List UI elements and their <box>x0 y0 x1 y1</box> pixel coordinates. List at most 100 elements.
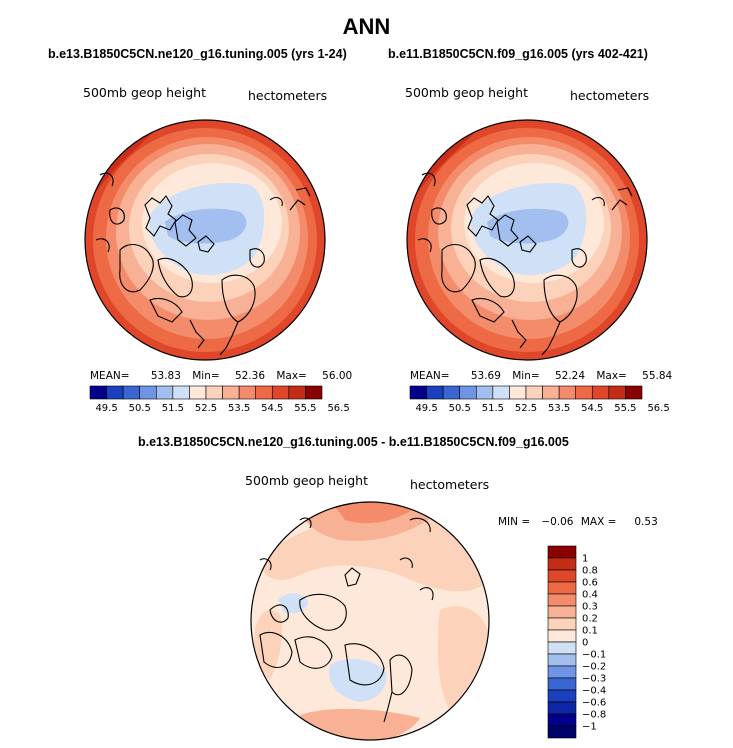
mean-value: 53.69 <box>470 370 501 382</box>
panel2-units-label: hectometers <box>570 88 650 103</box>
panel1-case-title: b.e13.B1850C5CN.ne120_g16.tuning.005 (yr… <box>48 47 347 61</box>
diff-colorbar-swatch <box>547 665 577 679</box>
page-title: ANN <box>342 14 391 39</box>
panel1-colorbar-swatch <box>271 385 290 400</box>
panel2-colorbar-tick-label: 54.5 <box>581 403 603 414</box>
panel2-colorbar-swatch <box>442 385 461 400</box>
diff-colorbar-tick-label: 0.3 <box>582 602 598 613</box>
panel2-colorbar-tick-label: 56.5 <box>647 403 669 414</box>
panel1-colorbar-swatch <box>189 385 207 400</box>
diff-colorbar-swatch <box>547 701 577 715</box>
panel1-colorbar-tick-label: 51.5 <box>162 403 184 414</box>
diff-colorbar-tick-label: −0.3 <box>582 674 606 685</box>
max-label: Max= <box>596 370 627 382</box>
diff-colorbar-tick-label: −0.2 <box>582 662 606 673</box>
panel1-colorbar-tick-label: 54.5 <box>261 403 283 414</box>
panel1-colorbar-tick-label: 55.5 <box>294 403 316 414</box>
diff-colorbar-swatch <box>547 677 577 691</box>
panel1-colorbar-swatch <box>122 385 141 400</box>
diff-colorbar-tick-label: −0.4 <box>582 686 606 697</box>
diff-colorbar-tick-label: −0.8 <box>582 710 606 721</box>
panel2-colorbar-swatch <box>525 385 543 400</box>
max-value: 56.00 <box>322 370 353 382</box>
panel2-case-title: b.e11.B1850C5CN.f09_g16.005 (yrs 402-421… <box>388 47 648 61</box>
diff-colorbar-tick-label: 0.4 <box>582 590 598 601</box>
panel1-colorbar-swatch <box>222 385 240 400</box>
panel2-colorbar-swatch <box>542 385 560 400</box>
panel1-units-label: hectometers <box>248 88 328 103</box>
panel2-colorbar-swatch <box>509 385 527 400</box>
max-value: 55.84 <box>642 370 673 382</box>
panel1-variable-label: 500mb geop height <box>83 85 206 100</box>
diff-colorbar-tick-label: 0.6 <box>582 578 598 589</box>
panel1-polar-map <box>84 119 326 361</box>
min-label: Min= <box>512 370 540 382</box>
diff-colorbar-swatch <box>547 713 577 727</box>
diff-colorbar-swatch <box>547 653 577 667</box>
panel2-colorbar-swatch <box>459 385 477 400</box>
diff-colorbar-swatch <box>547 629 577 643</box>
panel1-colorbar-swatch <box>155 385 174 400</box>
panel2-colorbar-swatch <box>625 385 643 400</box>
panel2-colorbar-tick-label: 50.5 <box>449 403 471 414</box>
mean-label: MEAN= <box>410 370 450 382</box>
panel2-map-border <box>406 119 648 361</box>
panel1-colorbar-swatch <box>139 385 157 400</box>
diff-band-0-1-west <box>254 610 282 680</box>
panel1-colorbar-tick-label: 56.5 <box>327 403 349 414</box>
diff-colorbar-tick-label: −0.6 <box>582 698 606 709</box>
panel2-coastlines <box>417 172 633 356</box>
panel1-stats: MEAN= 53.83 Min= 52.36 Max= 56.00 <box>90 370 352 382</box>
panel1-coastlines <box>95 172 311 356</box>
panel1-colorbar-swatch <box>305 385 323 400</box>
panel2-colorbar-tick-label: 49.5 <box>415 403 437 414</box>
panel1-colorbar-tick-label: 50.5 <box>129 403 151 414</box>
panel2-colorbar-swatch <box>591 385 610 400</box>
panel1-colorbar-tick-label: 53.5 <box>228 403 250 414</box>
diff-coastlines <box>259 517 434 723</box>
diff-variable-label: 500mb geop height <box>245 473 368 488</box>
diff-band-0-1-east <box>437 606 488 710</box>
panel2-colorbar-tick-label: 52.5 <box>515 403 537 414</box>
panel1-colorbar-swatch <box>205 385 223 400</box>
mean-value: 53.83 <box>150 370 181 382</box>
diff-colorbar-swatch <box>547 581 577 595</box>
diff-units-label: hectometers <box>410 477 490 492</box>
panel2-colorbar-swatch <box>426 385 444 400</box>
diff-band-0-1 <box>260 514 489 592</box>
panel1-colorbar-tick-label: 52.5 <box>195 403 217 414</box>
diff-case-title: b.e13.B1850C5CN.ne120_g16.tuning.005 - b… <box>138 435 569 449</box>
diff-band-neg-0-1-south <box>329 658 387 702</box>
panel2-colorbar-swatch <box>558 385 577 400</box>
panel2-colorbar-tick-label: 51.5 <box>482 403 504 414</box>
diff-colorbar-swatch <box>547 689 577 703</box>
diff-colorbar-swatch <box>547 725 577 739</box>
diff-max-label: MAX = <box>580 516 617 528</box>
diff-max-value: 0.53 <box>634 516 658 528</box>
panel2-colorbar-swatch <box>409 385 427 400</box>
diff-colorbar-tick-label: 0.1 <box>582 626 598 637</box>
panel1-map-border <box>84 119 326 361</box>
panel1-colorbar-swatch <box>172 385 190 400</box>
diff-colorbar-swatch <box>547 617 577 631</box>
diff-colorbar-swatch <box>547 545 577 559</box>
panel2-colorbar-tick-label: 55.5 <box>614 403 636 414</box>
diff-colorbar-tick-label: 1 <box>582 554 588 565</box>
panel2-colorbar: 49.5 50.5 51.5 52.5 53.5 54.5 55.5 56.5 <box>409 385 670 414</box>
panel2-colorbar-swatch <box>492 385 510 400</box>
diff-min-value: −0.06 <box>541 516 574 528</box>
min-value: 52.36 <box>234 370 265 382</box>
min-value: 52.24 <box>554 370 585 382</box>
panel2-colorbar-swatch <box>475 385 494 400</box>
panel1-colorbar-swatch <box>106 385 124 400</box>
diff-colorbar-tick-label: 0.2 <box>582 614 598 625</box>
panel2-colorbar-swatch <box>608 385 626 400</box>
panel1-colorbar-tick-label: 49.5 <box>95 403 117 414</box>
diff-colorbar-swatch <box>547 569 577 583</box>
diff-colorbar-tick-label: 0 <box>582 638 588 649</box>
diff-colorbar-swatch <box>547 605 577 619</box>
diff-colorbar-tick-label: 0.8 <box>582 566 598 577</box>
min-label: Min= <box>192 370 220 382</box>
panel2-colorbar-swatch <box>575 385 593 400</box>
panel1-colorbar-swatch <box>89 385 107 400</box>
